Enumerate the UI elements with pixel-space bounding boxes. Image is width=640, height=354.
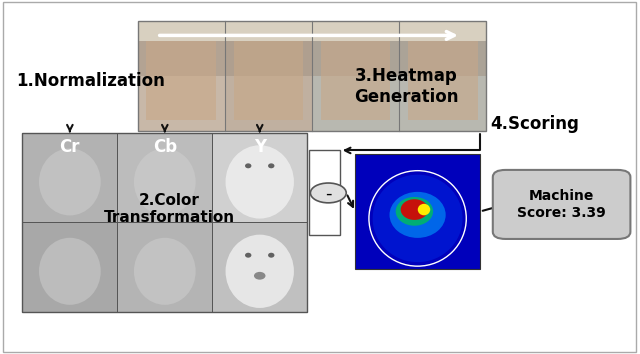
Ellipse shape — [39, 148, 100, 216]
Ellipse shape — [134, 148, 196, 216]
Ellipse shape — [245, 253, 252, 258]
Text: 3.Heatmap
Generation: 3.Heatmap Generation — [354, 67, 459, 106]
Text: -: - — [325, 185, 332, 203]
Ellipse shape — [268, 253, 275, 258]
Ellipse shape — [401, 199, 428, 220]
FancyBboxPatch shape — [212, 222, 307, 312]
FancyBboxPatch shape — [493, 170, 630, 239]
FancyBboxPatch shape — [399, 21, 486, 76]
FancyBboxPatch shape — [138, 21, 225, 131]
FancyBboxPatch shape — [309, 150, 340, 235]
FancyBboxPatch shape — [147, 38, 216, 120]
FancyBboxPatch shape — [225, 21, 312, 76]
FancyBboxPatch shape — [355, 154, 480, 269]
Ellipse shape — [396, 197, 433, 226]
Ellipse shape — [268, 163, 275, 168]
FancyBboxPatch shape — [399, 21, 486, 131]
FancyBboxPatch shape — [312, 21, 399, 76]
FancyBboxPatch shape — [117, 133, 212, 222]
FancyBboxPatch shape — [212, 133, 307, 222]
Ellipse shape — [372, 175, 463, 262]
Ellipse shape — [134, 238, 196, 305]
FancyBboxPatch shape — [22, 222, 117, 312]
FancyBboxPatch shape — [234, 38, 303, 120]
Text: Machine
Score: 3.39: Machine Score: 3.39 — [517, 189, 606, 219]
Text: Cb: Cb — [153, 138, 177, 156]
Text: Cr: Cr — [60, 138, 80, 156]
Ellipse shape — [39, 238, 100, 305]
FancyBboxPatch shape — [138, 21, 486, 41]
FancyBboxPatch shape — [321, 38, 390, 120]
Circle shape — [310, 183, 346, 203]
Ellipse shape — [254, 272, 266, 280]
FancyBboxPatch shape — [408, 38, 477, 120]
FancyBboxPatch shape — [22, 133, 117, 222]
FancyBboxPatch shape — [225, 21, 312, 131]
Ellipse shape — [225, 235, 294, 308]
Text: Y: Y — [253, 138, 266, 156]
Ellipse shape — [418, 204, 430, 215]
FancyBboxPatch shape — [138, 21, 225, 76]
FancyBboxPatch shape — [117, 222, 212, 312]
Ellipse shape — [245, 163, 252, 168]
Text: 2.Color
Transformation: 2.Color Transformation — [104, 193, 235, 225]
Ellipse shape — [390, 192, 445, 238]
FancyBboxPatch shape — [312, 21, 399, 131]
Text: 1.Normalization: 1.Normalization — [16, 73, 165, 90]
Ellipse shape — [225, 145, 294, 218]
Text: 4.Scoring: 4.Scoring — [490, 115, 579, 133]
